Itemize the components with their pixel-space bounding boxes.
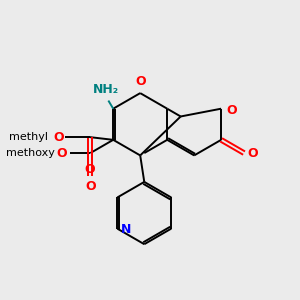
Text: O: O (247, 147, 258, 160)
Text: N: N (121, 224, 131, 236)
Text: methoxy: methoxy (6, 148, 55, 158)
Text: NH₂: NH₂ (93, 83, 119, 96)
Text: O: O (226, 103, 237, 116)
Text: O: O (135, 75, 146, 88)
Text: O: O (85, 163, 95, 176)
Text: methyl: methyl (9, 132, 48, 142)
Text: O: O (57, 147, 67, 160)
Text: O: O (53, 130, 64, 144)
Text: O: O (85, 180, 96, 193)
